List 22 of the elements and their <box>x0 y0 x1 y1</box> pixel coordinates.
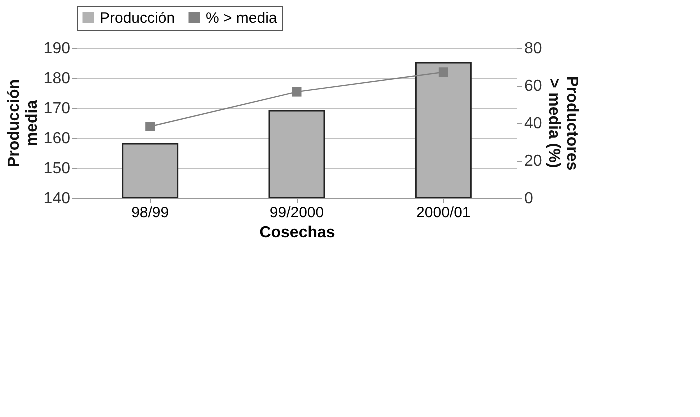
point <box>292 87 302 97</box>
y2-tick-label: 40 <box>524 116 542 132</box>
y2-tick-label: 20 <box>524 153 542 170</box>
y-tick-label: 160 <box>44 130 71 148</box>
y-tick-label: 140 <box>44 190 71 208</box>
y2-tick-label: 60 <box>524 78 542 95</box>
x-tick-label: 2000/01 <box>416 204 471 222</box>
point <box>146 122 156 132</box>
y2-tick-label: 80 <box>524 40 542 58</box>
y2-tick-label: 0 <box>524 190 534 208</box>
y-tick-label: 170 <box>44 100 71 118</box>
x-tick-label: 98/99 <box>132 204 170 222</box>
x-tick-label: 99/2000 <box>270 204 324 222</box>
point <box>438 68 448 78</box>
x-axis-title: Cosechas <box>260 224 336 242</box>
legend-label: % > media <box>206 10 278 27</box>
y-tick-label: 180 <box>44 70 71 88</box>
y-tick-label: 190 <box>44 40 71 58</box>
y-tick-label: 150 <box>44 160 71 178</box>
legend-label: Producción <box>100 10 176 27</box>
y2-axis-title: Productores > media (%) <box>545 76 580 171</box>
y-axis-title: Producción media <box>6 79 41 168</box>
